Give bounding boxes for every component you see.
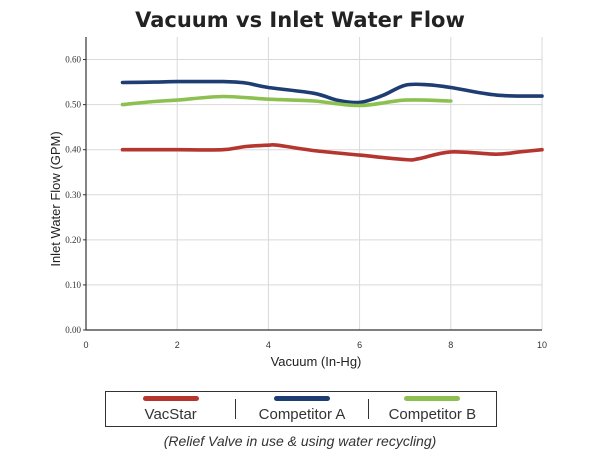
chart-caption: (Relief Valve in use & using water recyc… (163, 433, 437, 449)
legend-item-competitor-b: Competitor B (369, 392, 496, 426)
y-tick-label: 0.30 (65, 190, 81, 200)
legend-swatch-vacstar (142, 395, 199, 401)
x-tick-label: 10 (537, 340, 547, 350)
tick-labels: 0.00 0.10 0.20 0.30 0.40 0.50 0.60 0 2 4 6 8 10 (65, 55, 547, 350)
legend-label: VacStar (144, 405, 197, 423)
legend-swatch-competitor-b (404, 395, 461, 401)
legend-item-vacstar: VacStar (106, 392, 235, 426)
legend-separator (235, 399, 237, 419)
y-tick-label: 0.00 (65, 325, 81, 335)
legend-label: Competitor B (388, 405, 477, 423)
legend-item-competitor-a: Competitor A (236, 392, 367, 426)
legend-swatch-competitor-a (274, 395, 330, 401)
series-line-competitor-a (120, 79, 544, 105)
legend-label: Competitor A (258, 405, 346, 423)
x-tick-label: 4 (266, 340, 271, 350)
y-tick-label: 0.20 (65, 235, 81, 245)
x-axis-label: Vacuum (In-Hg) (271, 354, 362, 369)
y-tick-label: 0.10 (65, 280, 81, 290)
x-tick-label: 6 (357, 340, 362, 350)
legend: VacStar Competitor A Competitor B (105, 391, 497, 427)
x-tick-label: 0 (83, 340, 88, 350)
chart-title: Vacuum vs Inlet Water Flow (135, 8, 465, 32)
y-tick-label: 0.60 (65, 55, 81, 65)
x-tick-label: 2 (175, 340, 180, 350)
series-line-competitor-b (120, 94, 453, 108)
legend-separator (367, 399, 369, 419)
y-axis-label: Inlet Water Flow (GPM) (48, 131, 63, 266)
x-tick-label: 8 (448, 340, 453, 350)
axes (83, 37, 542, 331)
series-lines (120, 79, 544, 162)
y-tick-label: 0.40 (65, 145, 81, 155)
series-line-vacstar (120, 142, 544, 162)
y-tick-label: 0.50 (65, 100, 81, 110)
